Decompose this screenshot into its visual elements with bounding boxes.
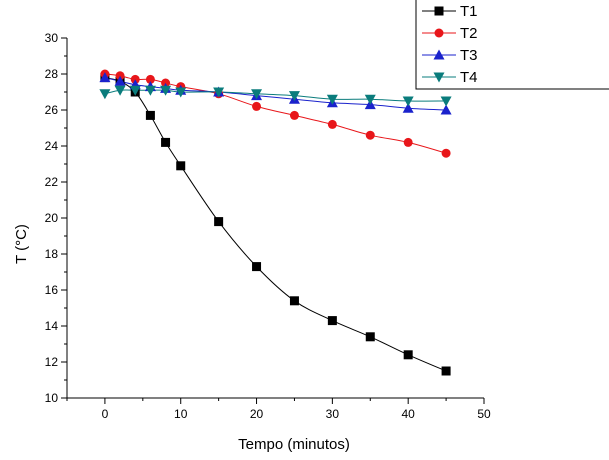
- y-tick-label: 12: [45, 355, 59, 369]
- y-tick-label: 22: [45, 175, 59, 189]
- legend-marker-t2: [434, 28, 444, 38]
- data-point-t2: [252, 101, 262, 111]
- data-point-t4: [326, 94, 338, 105]
- x-axis-title: Tempo (minutos): [238, 436, 350, 453]
- legend-marker-t3: [433, 49, 445, 60]
- data-point-t2: [365, 130, 375, 140]
- data-point-t3: [99, 72, 111, 83]
- data-point-t4: [288, 91, 300, 102]
- data-point-t4: [114, 85, 126, 96]
- y-tick-label: 30: [45, 31, 59, 45]
- axes: 10 12 14 16 18 20 22 24 26 28 30 0 10 20 30 40 50: [45, 31, 491, 421]
- y-tick-label: 24: [45, 139, 59, 153]
- data-point-t3: [440, 104, 452, 115]
- data-point-t3: [114, 75, 126, 86]
- data-point-t3: [402, 102, 414, 113]
- data-point-t2: [145, 74, 155, 84]
- legend-label-t1: T1: [460, 3, 478, 20]
- y-tick-label: 16: [45, 283, 59, 297]
- data-point-t4: [144, 85, 156, 96]
- y-tick-label: 28: [45, 67, 59, 81]
- data-point-t1: [176, 161, 186, 171]
- data-point-t4: [440, 96, 452, 107]
- data-point-t1: [327, 316, 337, 326]
- y-tick-label: 14: [45, 319, 59, 333]
- legend-label-t2: T2: [460, 25, 478, 42]
- legend-marker-t1: [434, 6, 444, 16]
- data-point-t2: [403, 137, 413, 147]
- data-point-t4: [129, 85, 141, 96]
- data-point-t1: [252, 262, 262, 272]
- x-tick-label: 30: [326, 407, 340, 421]
- data-point-t1: [289, 296, 299, 306]
- legend-label-t3: T3: [460, 47, 478, 64]
- legend: T1 T2 T3 T4: [415, 0, 609, 90]
- data-point-t2: [441, 148, 451, 158]
- data-point-t4: [364, 94, 376, 105]
- data-point-t1: [145, 110, 155, 120]
- data-point-t1: [403, 350, 413, 360]
- data-point-t4: [175, 87, 187, 98]
- x-tick-label: 0: [102, 407, 109, 421]
- y-tick-label: 18: [45, 247, 59, 261]
- legend-marker-t4: [433, 72, 445, 83]
- y-tick-label: 20: [45, 211, 59, 225]
- data-point-t1: [214, 217, 224, 227]
- data-point-t4: [402, 96, 414, 107]
- y-tick-label: 10: [45, 391, 59, 405]
- y-tick-label: 26: [45, 103, 59, 117]
- data-point-t4: [160, 85, 172, 96]
- data-point-t4: [251, 89, 263, 100]
- data-point-t1: [441, 366, 451, 376]
- data-point-t4: [213, 87, 225, 98]
- data-point-t1: [161, 137, 171, 147]
- x-tick-label: 40: [402, 407, 416, 421]
- x-tick-label: 10: [174, 407, 188, 421]
- x-tick-label: 50: [477, 407, 491, 421]
- data-point-t1: [365, 332, 375, 342]
- data-point-t2: [289, 110, 299, 120]
- series-markers: [99, 69, 452, 376]
- x-tick-label: 20: [250, 407, 264, 421]
- data-point-t4: [99, 89, 111, 100]
- legend-box: [415, 0, 609, 90]
- data-point-t2: [327, 119, 337, 129]
- y-axis-title: T (°C): [13, 224, 30, 264]
- legend-label-t4: T4: [460, 69, 478, 86]
